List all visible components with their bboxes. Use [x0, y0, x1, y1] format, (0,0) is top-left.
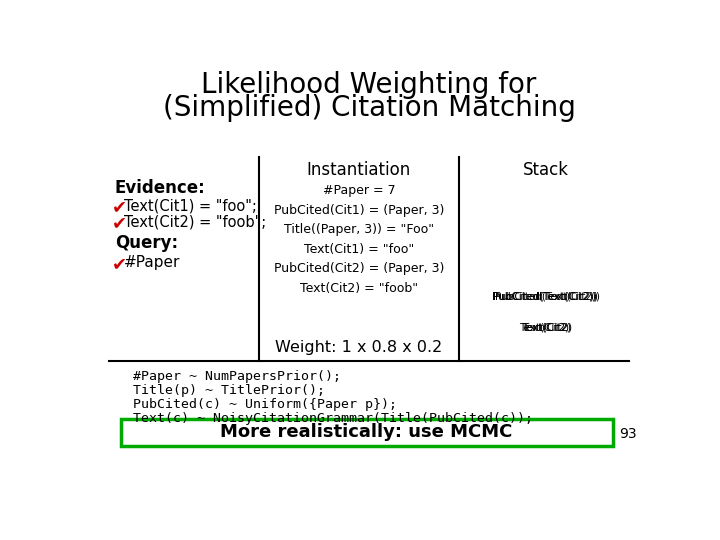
- Text: 93: 93: [619, 427, 637, 441]
- Text: Stack: Stack: [523, 161, 569, 179]
- Text: Instantiation: Instantiation: [307, 161, 411, 179]
- Text: PubCited(Text(Cit2)): PubCited(Text(Cit2)): [492, 292, 597, 302]
- Text: Text(Cit2) = "foob";: Text(Cit2) = "foob";: [124, 214, 266, 229]
- Text: PubCited(c) ~ Uniform({Paper p});: PubCited(c) ~ Uniform({Paper p});: [132, 398, 397, 411]
- Text: More realistically: use MCMC: More realistically: use MCMC: [220, 423, 513, 442]
- Text: Text(Cit2): Text(Cit2): [521, 323, 571, 333]
- Text: ✔: ✔: [112, 214, 127, 232]
- Text: #Paper = 7
PubCited(Cit1) = (Paper, 3)
Title((Paper, 3)) = "Foo"
Text(Cit1) = "f: #Paper = 7 PubCited(Cit1) = (Paper, 3) T…: [274, 184, 444, 295]
- Text: Query:: Query:: [114, 234, 178, 252]
- Text: Text(Cit2): Text(Cit2): [522, 323, 572, 333]
- Text: Title(p) ~ TitlePrior();: Title(p) ~ TitlePrior();: [132, 384, 325, 397]
- Text: ✔: ✔: [112, 198, 127, 216]
- Text: Evidence:: Evidence:: [114, 179, 205, 197]
- Text: #Paper: #Paper: [124, 255, 181, 270]
- Text: ✔: ✔: [112, 255, 127, 273]
- Text: (Simplified) Citation Matching: (Simplified) Citation Matching: [163, 94, 575, 122]
- Text: PubCited(Text(Cit2)): PubCited(Text(Cit2)): [493, 292, 598, 302]
- Text: Text(Cit2): Text(Cit2): [519, 323, 570, 333]
- Bar: [121, 419, 613, 446]
- Text: PubCited(Text(Cit2)): PubCited(Text(Cit2)): [495, 292, 600, 302]
- Text: Text(Cit1) = "foo";: Text(Cit1) = "foo";: [124, 198, 257, 213]
- Text: Text(c) ~ NoisyCitationGrammar(Title(PubCited(c));: Text(c) ~ NoisyCitationGrammar(Title(Pub…: [132, 412, 533, 425]
- Text: Weight: 1 x 0.8 x 0.2: Weight: 1 x 0.8 x 0.2: [275, 340, 443, 355]
- Text: #Paper ~ NumPapersPrior();: #Paper ~ NumPapersPrior();: [132, 370, 341, 383]
- Text: Likelihood Weighting for: Likelihood Weighting for: [202, 71, 536, 99]
